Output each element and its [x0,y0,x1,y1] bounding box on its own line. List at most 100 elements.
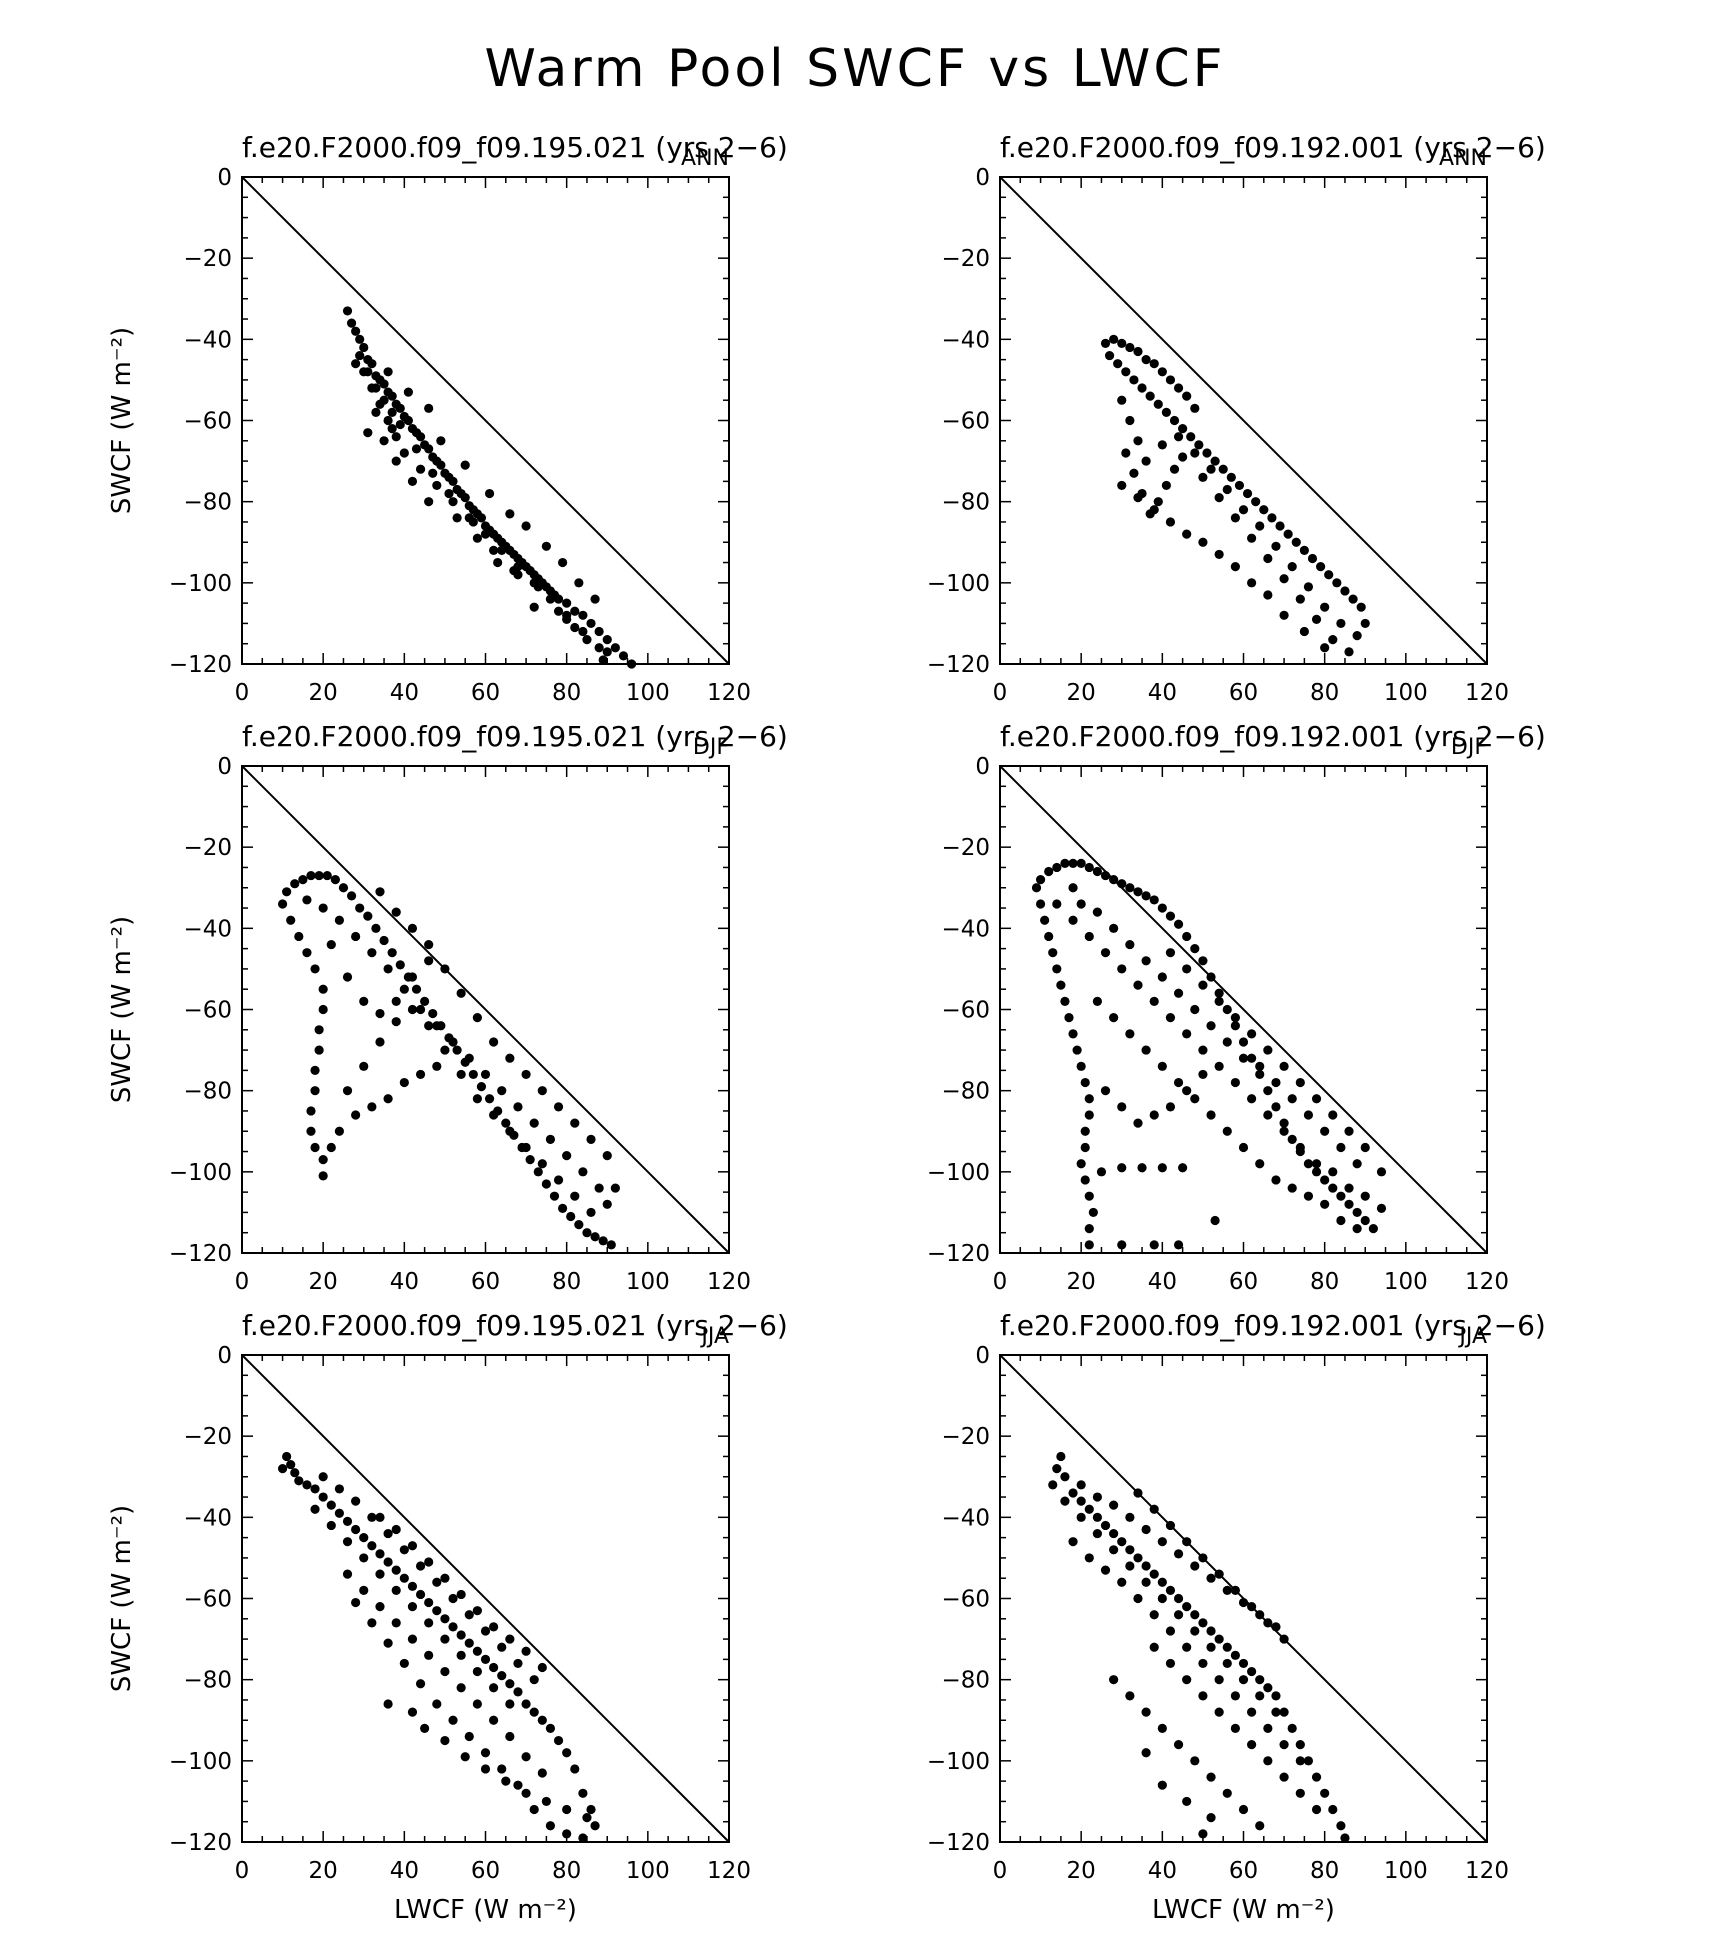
data-point [359,1061,369,1071]
data-point [1076,1480,1086,1490]
data-point [602,647,612,657]
data-point [541,1796,551,1807]
data-point [424,1021,434,1031]
data-point [1157,440,1167,450]
data-point [355,350,365,361]
data-point [1117,338,1127,348]
data-point [1117,1577,1127,1587]
data-point [1117,1163,1127,1173]
data-point [484,488,495,499]
data-point [1153,497,1163,507]
data-point [1214,549,1224,560]
y-tick-label: −100 [927,1749,990,1775]
data-point [375,1512,385,1522]
data-point [1206,1626,1216,1636]
data-point [1149,359,1159,369]
data-point [602,1151,612,1161]
data-point [1178,424,1188,434]
data-point [489,545,499,555]
data-point [1084,1191,1094,1201]
data-point [351,931,361,942]
data-point [1194,440,1204,450]
data-point [529,1707,539,1717]
data-point [1182,1796,1192,1807]
data-point [1352,1207,1362,1218]
data-point [562,598,572,608]
data-point [1173,1549,1184,1559]
data-point [371,923,381,933]
data-point [383,1528,393,1539]
data-point [505,1731,515,1742]
season-label: JJA [699,1324,729,1349]
x-tick-label: 80 [1310,1858,1339,1884]
figure-title: Warm Pool SWCF vs LWCF [484,39,1225,99]
data-point [590,1821,600,1831]
data-point [1198,980,1208,990]
data-point [1165,1013,1176,1023]
data-point [525,1155,535,1165]
data-point [342,306,353,316]
data-point [1157,1723,1167,1733]
x-tick-label: 80 [1310,680,1339,706]
season-label: ANN [1439,146,1487,171]
y-axis-label: SWCF (W m⁻²) [107,916,137,1103]
data-point [1210,1215,1220,1226]
data-point [1230,1691,1240,1701]
data-point [318,1004,328,1015]
data-point [1255,1691,1265,1701]
data-point [549,1191,560,1201]
y-tick-label: −120 [169,1830,232,1856]
data-point [1214,996,1224,1006]
y-tick-label: −20 [941,835,990,861]
data-point [1129,468,1139,478]
data-point [277,1464,288,1474]
data-point [1206,464,1216,474]
data-point [1165,517,1176,527]
data-point [1307,553,1318,564]
data-point [310,1142,320,1153]
data-point [472,1013,482,1023]
data-point [501,1118,511,1128]
data-point [570,622,580,633]
data-point [383,415,393,426]
data-point [1206,1813,1216,1823]
data-point [420,996,430,1006]
data-point [1198,472,1208,482]
data-point [399,984,409,994]
data-point [391,1017,401,1027]
x-tick-label: 80 [552,680,581,706]
data-point [529,1118,539,1128]
data-point [1068,1029,1078,1039]
data-point [1222,1126,1232,1136]
data-point [1287,1183,1297,1193]
data-point [1141,1748,1151,1758]
data-point [521,1646,531,1656]
data-point [1263,1756,1273,1766]
data-point [1109,875,1119,885]
data-point [1145,391,1155,401]
data-point [598,655,608,665]
data-point [598,1236,608,1246]
data-point [1100,338,1111,348]
data-point [1214,1634,1224,1644]
data-point [310,1065,320,1075]
data-point [1320,1788,1330,1798]
data-point [1271,1077,1281,1088]
data-point [322,870,332,881]
data-point [1214,1707,1224,1717]
data-point [1271,1102,1281,1112]
data-point [1121,448,1131,458]
data-point [1198,956,1208,966]
data-point [1157,367,1167,377]
data-point [1222,1004,1232,1015]
data-point [1247,1094,1257,1104]
data-point [578,626,588,637]
data-point [1190,1626,1200,1636]
data-point [1182,1029,1192,1039]
data-point [1206,1642,1216,1652]
season-label: JJA [1457,1324,1487,1349]
data-point [1214,1569,1224,1579]
data-point [1214,1061,1224,1071]
data-point [1206,1021,1216,1031]
data-point [391,996,401,1006]
